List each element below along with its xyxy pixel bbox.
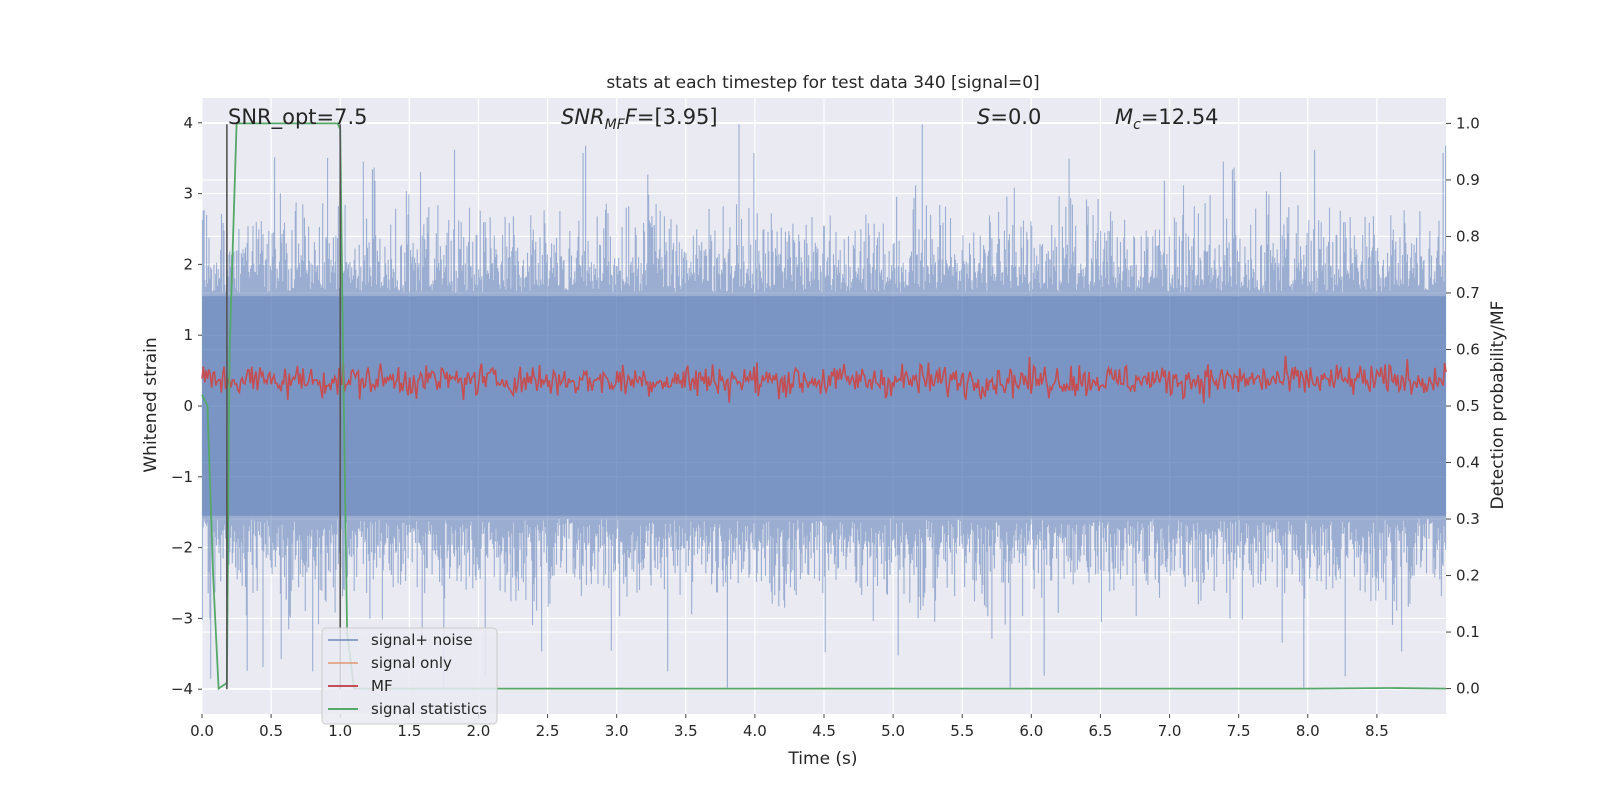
x-tick-label: 4.5	[812, 722, 836, 740]
x-tick-label: 5.5	[950, 722, 974, 740]
legend-box	[321, 627, 498, 725]
x-tick-label: 0.0	[190, 722, 214, 740]
x-tick-label: 5.0	[881, 722, 905, 740]
annotation-snr-mf-rest: =[3.95]	[637, 105, 718, 129]
y-tick-label: −4	[171, 680, 193, 698]
axes-layer: 0.0 0.5 1.0 1.5 2.0 2.5 3.0 3.5 4.0 4.5 5.0 5.5 6.0 6…	[171, 114, 1480, 740]
annotation-snr-opt: SNR_opt=7.5	[228, 105, 368, 130]
y-tick-label-right: 0.7	[1456, 284, 1480, 302]
x-tick-label: 8.0	[1296, 722, 1320, 740]
annotation-mc-sub: c	[1133, 117, 1141, 133]
annotation-s-main: S	[977, 105, 990, 129]
y-tick-label-right: 0.6	[1456, 340, 1480, 358]
legend-label-signal-noise: signal+ noise	[371, 631, 473, 649]
x-tick-label: 3.5	[674, 722, 698, 740]
x-tick-label: 7.5	[1227, 722, 1251, 740]
annotation-snr-mf-main: SNR	[561, 105, 605, 129]
annotation-mc-main: M	[1115, 105, 1133, 129]
y-tick-label: −3	[171, 609, 193, 627]
annotation-mc: Mc=12.54	[1115, 105, 1219, 133]
legend-label-mf: MF	[371, 677, 393, 695]
plot-area	[201, 98, 1447, 714]
annotation-mc-rest: =12.54	[1141, 105, 1219, 129]
x-tick-label: 2.0	[467, 722, 491, 740]
x-tick-label: 1.0	[328, 722, 352, 740]
y-tick-label-right: 0.5	[1456, 397, 1480, 415]
y-tick-label: 4	[183, 114, 193, 132]
y-tick-label-right: 0.1	[1456, 623, 1480, 641]
x-tick-label: 8.5	[1365, 722, 1389, 740]
annotation-snr-mf: SNRMFF=[3.95]	[561, 105, 718, 133]
series-signal-noise-core	[202, 296, 1446, 516]
annotation-s-rest: =0.0	[990, 105, 1041, 129]
y-tick-label-right: 1.0	[1456, 114, 1480, 132]
legend: signal+ noise signal only MF signal stat…	[321, 627, 498, 725]
series-mf	[201, 355, 1447, 404]
x-tick-label: 6.0	[1019, 722, 1043, 740]
y-tick-label: −2	[171, 539, 193, 557]
x-tick-label: 2.5	[536, 722, 560, 740]
y-tick-label-right: 0.2	[1456, 567, 1480, 585]
y-tick-label-right: 0.0	[1456, 680, 1480, 698]
x-tick-label: 4.0	[743, 722, 767, 740]
x-tick-label: 1.5	[397, 722, 421, 740]
y-tick-label-right: 0.4	[1456, 454, 1480, 472]
y-tick-label: 1	[183, 326, 193, 344]
y-tick-label: −1	[171, 468, 193, 486]
annotation-snr-mf-sub: MF	[605, 117, 626, 133]
x-tick-label: 0.5	[259, 722, 283, 740]
chart-title: stats at each timestep for test data 340…	[606, 73, 1039, 93]
y-tick-label: 2	[183, 255, 193, 273]
legend-label-signal-only: signal only	[371, 654, 452, 672]
y-tick-label: 0	[183, 397, 193, 415]
y-tick-label-right: 0.8	[1456, 227, 1480, 245]
y-axis-label-right: Detection probability/MF	[1488, 301, 1508, 510]
annotation-s: S=0.0	[977, 105, 1041, 129]
x-axis-label: Time (s)	[787, 749, 857, 769]
legend-label-signal-statistics: signal statistics	[371, 700, 487, 718]
x-tick-label: 3.0	[605, 722, 629, 740]
y-tick-label-right: 0.3	[1456, 510, 1480, 528]
y-tick-label: 3	[183, 185, 193, 203]
x-tick-label: 7.0	[1158, 722, 1182, 740]
y-axis-label: Whitened strain	[141, 337, 161, 472]
y-tick-label-right: 0.9	[1456, 171, 1480, 189]
x-tick-label: 6.5	[1089, 722, 1113, 740]
